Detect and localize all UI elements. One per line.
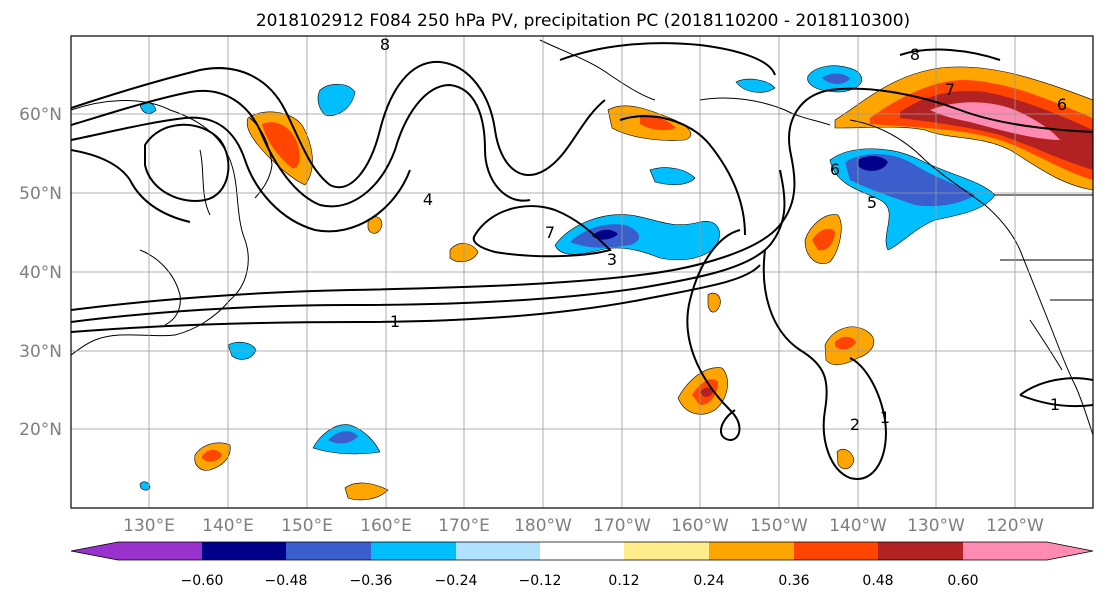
contour-label-3: 3	[607, 250, 617, 269]
colorbar-tick-label: 0.24	[693, 573, 724, 589]
lon-tick: 130°W	[907, 516, 965, 536]
colorbar-segment	[878, 542, 963, 560]
contour-label-1-east: 1	[1050, 395, 1060, 414]
lon-tick: 180°W	[514, 516, 572, 536]
lat-tick: 30°N	[19, 342, 62, 362]
latitude-ticks: 60°N 50°N 40°N 30°N 20°N	[19, 105, 62, 440]
lat-tick: 50°N	[19, 184, 62, 204]
colorbar-segment	[794, 542, 878, 560]
lon-tick: 140°E	[202, 516, 254, 536]
colorbar-segment	[624, 542, 709, 560]
lon-tick: 140°W	[829, 516, 887, 536]
colorbar-segment	[202, 542, 286, 560]
contour-label-5: 5	[867, 193, 877, 212]
lon-tick: 120°W	[986, 516, 1044, 536]
colorbar	[70, 541, 1094, 561]
lon-tick: 150°W	[750, 516, 808, 536]
colorbar-segment	[371, 542, 456, 560]
colorbar-extend-high	[1047, 542, 1093, 560]
contour-label-8: 8	[380, 35, 390, 54]
colorbar-segment	[118, 542, 202, 560]
colorbar-tick-label: −0.36	[350, 573, 393, 589]
colorbar-segment	[963, 542, 1047, 560]
contour-label-1-subtropic: 1	[880, 408, 890, 427]
colorbar-tick-label: −0.12	[519, 573, 562, 589]
graticule	[71, 36, 1093, 508]
colorbar-tick-label: −0.24	[435, 573, 478, 589]
colorbar-ticks: −0.60 −0.48 −0.36 −0.24 −0.12 0.12 0.24 …	[181, 573, 979, 589]
longitude-ticks: 130°E 140°E 150°E 160°E 170°E 180°W 170°…	[123, 516, 1044, 536]
contour-label-7-mid: 7	[545, 223, 555, 242]
lon-tick: 150°E	[281, 516, 333, 536]
lon-tick: 130°E	[123, 516, 175, 536]
colorbar-extend-low	[71, 542, 118, 560]
lon-tick: 160°W	[671, 516, 729, 536]
colorbar-segment	[709, 542, 794, 560]
plot-frame	[70, 35, 1094, 509]
contour-label-1: 1	[390, 312, 400, 331]
lat-tick: 60°N	[19, 105, 62, 125]
lat-tick: 20°N	[19, 420, 62, 440]
colorbar-outline	[70, 541, 1094, 561]
pv-contours	[71, 42, 1093, 481]
colorbar-tick-label: 0.12	[608, 573, 639, 589]
contour-label-7: 7	[945, 80, 955, 99]
contour-label-6: 6	[830, 160, 840, 179]
colorbar-segment	[456, 542, 540, 560]
colorbar-tick-label: 0.48	[862, 573, 893, 589]
contour-label-4: 4	[423, 190, 433, 209]
colorbar-tick-label: −0.60	[181, 573, 224, 589]
colorbar-tick-label: −0.48	[265, 573, 308, 589]
contour-label-2: 2	[850, 415, 860, 434]
contour-label-6-east: 6	[1057, 95, 1067, 114]
colorbar-tick-label: 0.36	[778, 573, 809, 589]
contour-label-8-east: 8	[910, 45, 920, 64]
map-title: 2018102912 F084 250 hPa PV, precipitatio…	[256, 11, 910, 31]
colorbar-segment	[540, 542, 624, 560]
precip-shading	[139, 65, 1093, 501]
lon-tick: 170°W	[593, 516, 651, 536]
contour-labels: 1 1 1 2 3 4 5 6 6 7 7 8 8	[380, 35, 1067, 434]
colorbar-segment	[286, 542, 371, 560]
lat-tick: 40°N	[19, 263, 62, 283]
lon-tick: 170°E	[438, 516, 490, 536]
lon-tick: 160°E	[360, 516, 412, 536]
colorbar-tick-label: 0.60	[947, 573, 978, 589]
